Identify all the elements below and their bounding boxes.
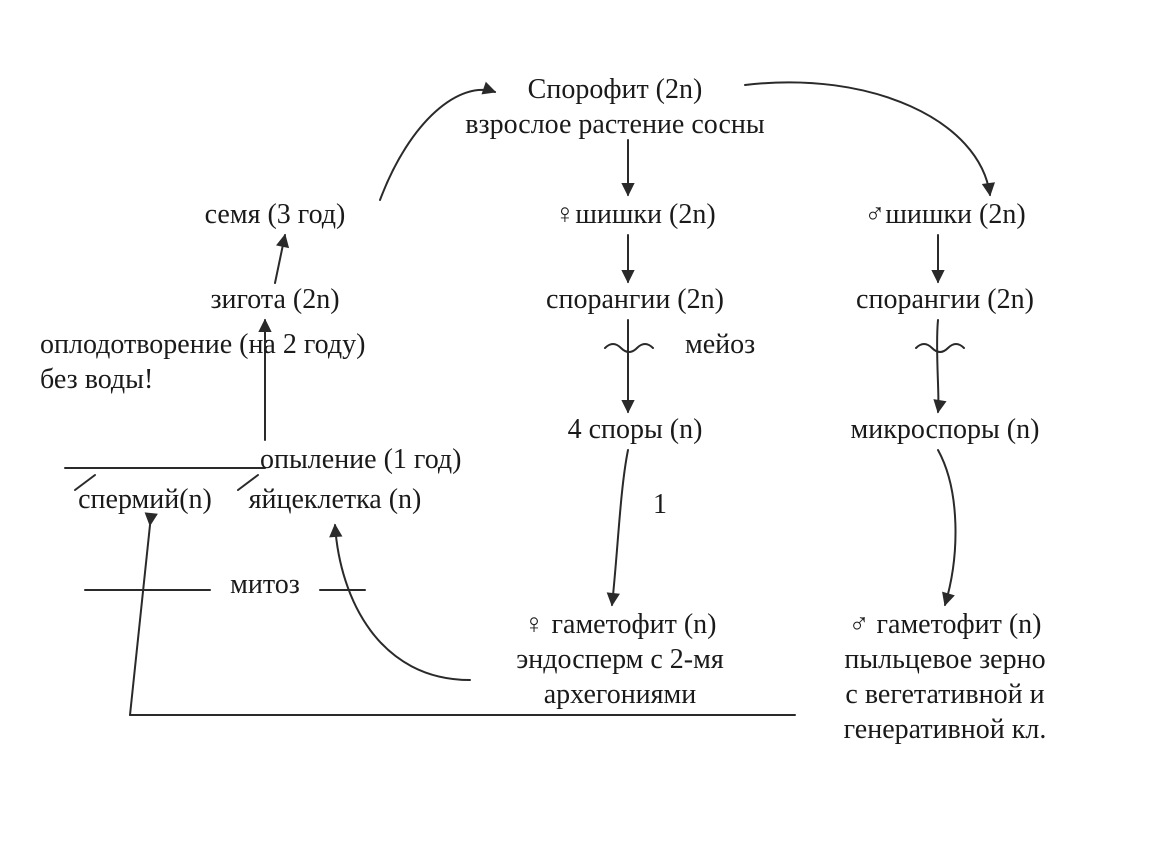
node-male_cones: ♂шишки (2n) [830,197,1060,232]
edge-14 [130,525,150,715]
edge-15 [335,525,470,680]
node-zygote: зигота (2n) [165,282,385,317]
node-egg: яйцеклетка (n) [220,482,450,517]
node-one_label: 1 [640,487,680,522]
diagram-stage: Спорофит (2n) взрослое растение сосны сем… [0,0,1175,855]
node-female_gametophyte: ♀ гаметофит (n) эндосперм с 2-мя архегон… [470,607,770,712]
edge-18 [612,450,628,605]
node-seed: семя (3 год) [165,197,385,232]
edge-9 [275,235,285,283]
node-sporangia_m: спорангии (2n) [815,282,1075,317]
node-microspores: микроспоры (n) [825,412,1065,447]
node-fertilization: оплодотворение (на 2 году) без воды! [40,327,470,397]
node-mitosis_label: митоз [195,567,335,602]
edge-8 [916,344,964,352]
node-female_cones: ♀шишки (2n) [520,197,750,232]
edge-6 [937,320,938,412]
node-male_gametophyte: ♂ гаметофит (n) пыльцевое зерно с вегета… [795,607,1095,747]
edge-19 [938,450,955,605]
node-sporangia_f: спорангии (2n) [505,282,765,317]
edge-7 [605,344,653,352]
node-sporophyte: Спорофит (2n) взрослое растение сосны [435,72,795,142]
node-spores4: 4 споры (n) [535,412,735,447]
node-pollination: опыление (1 год) [260,442,520,477]
node-sperm: спермий(n) [45,482,245,517]
node-meiosis_label: мейоз [685,327,805,362]
